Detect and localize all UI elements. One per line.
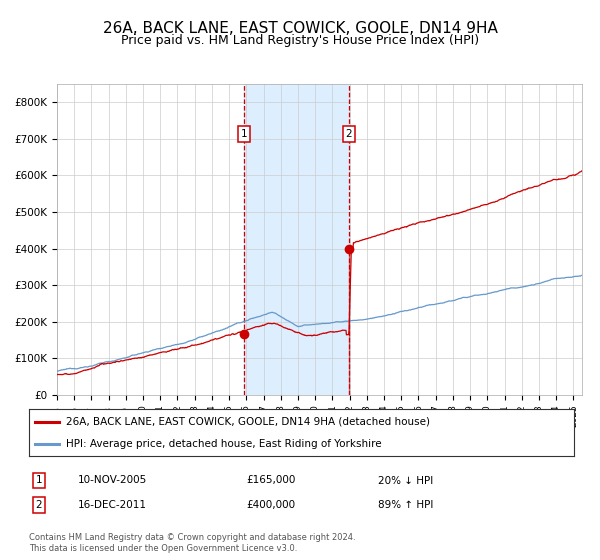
Text: 2: 2	[346, 129, 352, 139]
Text: £165,000: £165,000	[246, 475, 295, 486]
Text: 2: 2	[35, 500, 43, 510]
Bar	[244, 84, 349, 395]
Text: 16-DEC-2011: 16-DEC-2011	[78, 500, 147, 510]
Text: 10-NOV-2005: 10-NOV-2005	[78, 475, 147, 486]
Text: Price paid vs. HM Land Registry's House Price Index (HPI): Price paid vs. HM Land Registry's House …	[121, 34, 479, 46]
Text: HPI: Average price, detached house, East Riding of Yorkshire: HPI: Average price, detached house, East…	[66, 438, 382, 449]
Text: £400,000: £400,000	[246, 500, 295, 510]
Text: 26A, BACK LANE, EAST COWICK, GOOLE, DN14 9HA: 26A, BACK LANE, EAST COWICK, GOOLE, DN14…	[103, 21, 497, 36]
Text: 1: 1	[35, 475, 43, 486]
Text: 89% ↑ HPI: 89% ↑ HPI	[378, 500, 433, 510]
Text: Contains HM Land Registry data © Crown copyright and database right 2024.
This d: Contains HM Land Registry data © Crown c…	[29, 533, 355, 553]
Text: 1: 1	[241, 129, 247, 139]
Text: 20% ↓ HPI: 20% ↓ HPI	[378, 475, 433, 486]
Text: 26A, BACK LANE, EAST COWICK, GOOLE, DN14 9HA (detached house): 26A, BACK LANE, EAST COWICK, GOOLE, DN14…	[66, 417, 430, 427]
